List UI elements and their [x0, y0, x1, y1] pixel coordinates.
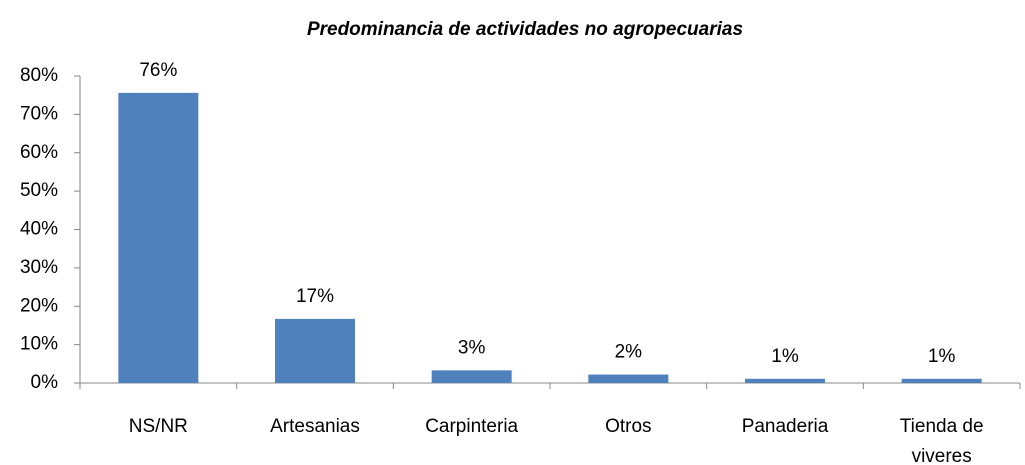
bar: [431, 370, 512, 383]
x-tick-label: NS/NR: [128, 416, 188, 437]
bar: [745, 378, 825, 383]
x-tick-label: Artesanias: [270, 416, 360, 437]
data-label: 1%: [771, 346, 799, 367]
bar: [901, 378, 982, 383]
x-tick-label: Tienda de viveres: [899, 416, 984, 465]
y-tick-label: 10%: [20, 334, 58, 355]
data-label: 2%: [615, 342, 643, 363]
x-tick-label: Panaderia: [741, 416, 829, 437]
data-label: 17%: [296, 286, 334, 307]
bar: [588, 374, 669, 383]
data-label: 1%: [928, 346, 956, 367]
bar: [275, 318, 355, 383]
y-tick-label: 20%: [20, 295, 58, 316]
y-tick-label: 50%: [20, 180, 58, 201]
x-tick-label: Otros: [605, 416, 652, 437]
y-tick-label: 0%: [31, 372, 59, 393]
chart-title: Predominancia de actividades no agropecu…: [307, 19, 743, 40]
data-label: 3%: [458, 337, 486, 358]
bar: [118, 92, 199, 383]
x-tick-label: Carpinteria: [425, 416, 519, 437]
y-tick-label: 80%: [20, 65, 58, 86]
y-tick-label: 70%: [20, 103, 58, 124]
y-tick-label: 40%: [20, 219, 58, 240]
y-tick-label: 60%: [20, 142, 58, 163]
y-tick-label: 30%: [20, 257, 58, 278]
data-label: 76%: [139, 60, 177, 81]
